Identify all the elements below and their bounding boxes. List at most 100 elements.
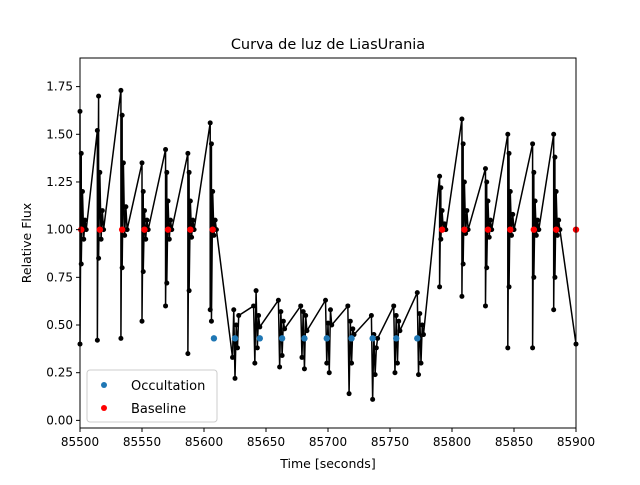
flux-point [439,208,445,214]
flux-point [486,234,492,240]
flux-point [485,198,491,204]
flux-point [165,198,171,204]
flux-point [96,93,102,99]
flux-point [505,345,511,351]
baseline-point [96,226,104,233]
y-tick-label: 1.75 [46,80,73,94]
flux-point [231,307,237,313]
flux-point [234,345,240,351]
flux-point [325,320,331,326]
x-tick-label: 85600 [185,435,223,449]
flux-point [552,154,558,160]
flux-point [531,274,537,280]
y-tick-label: 0.50 [46,318,73,332]
flux-point [487,217,493,223]
flux-point [190,217,196,223]
flux-point [208,141,214,147]
y-tick-label: 0.75 [46,270,73,284]
baseline-point [461,226,468,233]
flux-point [187,198,193,204]
flux-point [163,303,169,309]
flux-point [553,189,559,195]
flux-point [139,318,145,324]
flux-point [185,150,191,156]
flux-point [139,160,145,166]
occultation-point [210,335,218,342]
flux-point [300,309,306,315]
flux-point [118,87,124,93]
flux-point [459,116,465,122]
flux-point [350,326,356,332]
flux-point [81,236,87,242]
occultation-point [278,335,286,342]
flux-point [345,303,351,309]
baseline-point [209,226,216,233]
flux-point [530,141,536,147]
flux-point [551,307,557,313]
flux-point [140,269,146,275]
flux-point [346,391,352,397]
flux-point [326,370,332,376]
flux-point [122,232,128,238]
x-tick-label: 85850 [495,435,533,449]
flux-point [482,166,488,172]
flux-point [279,353,285,359]
legend-occultation-marker [101,382,107,388]
flux-point [414,290,420,296]
flux-point [185,351,191,357]
flux-point [349,360,355,366]
legend-box [86,369,218,423]
x-tick-label: 85700 [309,435,347,449]
occultation-point [369,335,376,342]
flux-point [530,345,536,351]
flux-point [78,261,84,267]
flux-point [329,322,335,328]
plot-area [80,58,576,428]
legend: Occultation Baseline [86,369,218,423]
flux-point [166,236,172,242]
flux-point [420,332,426,338]
flux-point [207,120,213,126]
flux-point [277,364,283,370]
occultation-point [414,335,421,342]
flux-point [438,236,444,242]
flux-point [459,293,465,299]
baseline-point [118,226,126,233]
flux-point [280,318,286,324]
flux-point [510,211,516,217]
flux-point [324,360,330,366]
flux-point [123,204,129,210]
flux-point [252,360,258,366]
x-tick-label: 85800 [433,435,471,449]
flux-point [396,318,402,324]
chart-title: Curva de luz de LiasUrania [231,37,425,53]
y-axis-label: Relative Flux [19,203,34,283]
x-tick-label: 85750 [371,435,409,449]
flux-point [370,396,376,402]
flux-point [299,354,305,360]
occultation-point [301,335,308,342]
flux-point [168,217,174,223]
flux-point [482,303,488,309]
flux-point [211,232,217,238]
flux-point [391,303,397,309]
flux-point [397,328,403,334]
x-tick-label: 85550 [123,435,161,449]
flux-point [78,150,84,156]
flux-point [442,221,448,227]
legend-occultation-label: Occultation [131,379,205,394]
flux-point [461,179,467,185]
flux-point [507,189,513,195]
flux-point [144,217,150,223]
y-axis-ticks: 0.00 0.25 0.50 0.75 1.00 1.25 1.50 1.75 [46,80,80,427]
flux-point [164,280,170,286]
flux-point [251,303,257,309]
flux-point [298,303,304,309]
flux-point [392,370,398,376]
flux-point [437,173,443,179]
flux-point [375,335,381,341]
flux-point [257,324,263,330]
flux-point [554,232,560,238]
flux-point [303,312,309,318]
flux-point [164,169,170,175]
